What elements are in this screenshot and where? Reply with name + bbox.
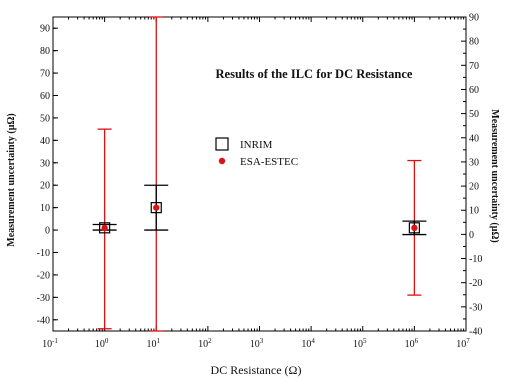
series-layer <box>92 16 427 332</box>
x-axis-title: DC Resistance (Ω) <box>211 363 302 377</box>
y-tick-label-right: 30 <box>469 157 479 168</box>
axes: -40-30-20-100102030405060708090-40-30-20… <box>37 13 483 351</box>
y-tick-label-right: -20 <box>469 278 482 289</box>
y-tick-label-right: 90 <box>469 13 479 24</box>
y-tick-label-right: 60 <box>469 85 479 96</box>
x-tick-label: 100 <box>95 337 109 350</box>
x-tick-label: 106 <box>405 337 419 350</box>
x-tick-label: 105 <box>353 337 367 350</box>
y-tick-label-left: 30 <box>40 158 50 169</box>
y-tick-label-left: 60 <box>40 91 50 102</box>
y-axis-title-right: Measurement uncertainty (μΩ) <box>489 109 500 242</box>
x-tick-label: 101 <box>147 337 161 350</box>
y-tick-label-right: 80 <box>469 37 479 48</box>
data-point-esa-estec <box>101 224 108 232</box>
data-point-inrim <box>408 222 420 234</box>
plot-frame <box>52 16 467 332</box>
x-tick-label: 103 <box>250 337 264 350</box>
data-point-esa-estec <box>153 204 160 211</box>
data-point-esa-estec <box>411 224 418 232</box>
y-tick-label-right: 70 <box>469 61 479 72</box>
y-tick-label-left: 70 <box>40 69 50 80</box>
y-tick-label-left: 50 <box>40 113 50 124</box>
y-tick-label-right: 50 <box>469 109 479 120</box>
y-tick-label-left: 20 <box>40 181 50 192</box>
y-tick-label-left: 80 <box>40 46 50 57</box>
y-tick-label-left: 40 <box>40 136 50 147</box>
legend-label: ESA-ESTEC <box>240 156 298 168</box>
y-tick-label-left: -10 <box>37 248 50 259</box>
y-tick-label-right: 40 <box>469 133 479 144</box>
y-tick-label-right: 20 <box>469 182 479 193</box>
y-tick-label-right: 0 <box>469 230 474 241</box>
y-tick-label-right: 10 <box>469 206 479 217</box>
x-tick-label: 10-1 <box>42 337 58 350</box>
legend-marker-esa-estec <box>218 157 226 165</box>
y-tick-label-right: -40 <box>469 327 482 338</box>
data-point-inrim <box>99 222 111 234</box>
y-tick-label-left: -20 <box>37 270 50 281</box>
y-tick-label-left: 90 <box>40 24 50 35</box>
y-tick-label-right: -30 <box>469 302 482 313</box>
y-axis-title-left: Measurement uncertainty (μΩ) <box>6 113 17 246</box>
x-tick-label: 102 <box>198 337 212 350</box>
legend-label: INRIM <box>240 139 273 151</box>
x-tick-label: 107 <box>456 337 470 350</box>
y-tick-label-left: -40 <box>37 315 50 326</box>
x-tick-label: 104 <box>301 337 315 350</box>
legend-marker-inrim <box>215 137 229 151</box>
legend: INRIM ESA-ESTEC <box>215 137 298 168</box>
chart-title: Results of the ILC for DC Resistance <box>216 67 413 81</box>
y-tick-label-left: 10 <box>40 203 50 214</box>
y-tick-label-left: -30 <box>37 293 50 304</box>
y-tick-label-right: -10 <box>469 254 482 265</box>
y-tick-label-left: 0 <box>45 226 50 237</box>
data-point-inrim <box>150 202 162 214</box>
